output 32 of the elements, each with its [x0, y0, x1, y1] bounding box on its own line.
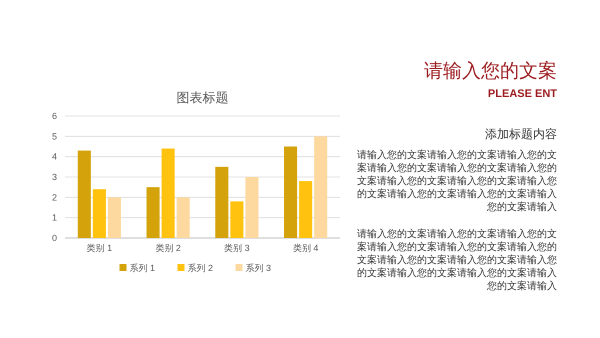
y-tick-label: 6: [52, 111, 57, 121]
bar: [162, 148, 175, 238]
bar: [230, 201, 244, 238]
bar: [108, 197, 121, 238]
x-tick-label: 类别 3: [224, 243, 250, 253]
legend-label: 系列 3: [246, 263, 272, 273]
bar: [284, 146, 298, 238]
bar: [314, 136, 328, 238]
bar: [176, 197, 190, 238]
text: 请输入您的文案: [423, 60, 557, 84]
bar: [215, 166, 228, 238]
text: PLEASE ENT: [486, 88, 557, 100]
y-tick-label: 0: [52, 233, 57, 243]
x-tick-label: 类别 2: [155, 243, 181, 253]
legend-label: 系列 2: [188, 263, 214, 273]
chart-title: 图表标题: [176, 90, 228, 105]
y-tick-label: 1: [52, 212, 57, 223]
y-tick-label: 2: [52, 192, 57, 202]
legend-label: 系列 1: [130, 263, 156, 273]
bar: [146, 187, 160, 238]
y-tick-label: 3: [52, 172, 57, 182]
text: 请输入您的文案请输入您的文案请输入您的文案请输入您的文案请输入您的文案请输入您的文案请输入您的文案请输入您的文案请输入您的文案请输入您的文案请输入您的文案请输入您的文案请输入: [356, 228, 557, 293]
bar: [245, 177, 258, 238]
y-tick-label: 4: [52, 152, 57, 162]
x-tick-label: 类别 1: [86, 243, 112, 253]
y-tick-label: 5: [52, 131, 57, 142]
bar: [78, 150, 91, 238]
bar: [299, 181, 312, 238]
x-tick-label: 类别 4: [292, 243, 318, 253]
bar: [92, 189, 106, 238]
text: 添加标题内容: [484, 126, 557, 143]
text: 请输入您的文案请输入您的文案请输入您的文案请输入您的文案请输入您的文案请输入您的文案请输入您的文案请输入您的文案请输入您的文案请输入您的文案请输入您的文案请输入您的文案请输入: [356, 149, 557, 214]
